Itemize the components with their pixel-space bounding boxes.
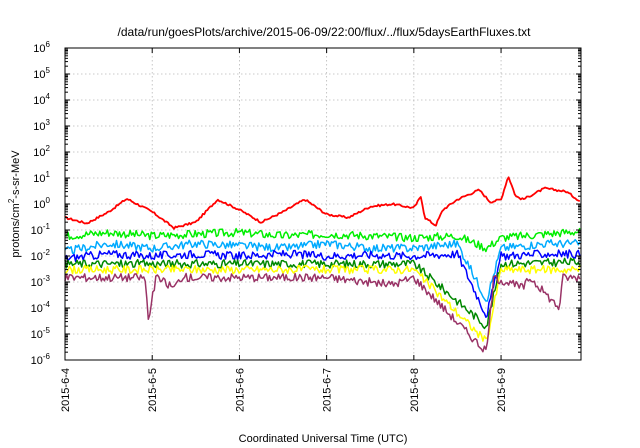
x-tick-labels: 2015-6-4 2015-6-5 2015-6-6 2015-6-7 2015-6-8… [60, 368, 508, 412]
y-tick-exp: 4 [46, 92, 51, 101]
y-tick-base: 10 [31, 225, 43, 237]
y-axis-label: protons/cm2-s-sr-MeV [7, 150, 22, 258]
y-tick-label: 10-5 [31, 326, 51, 341]
y-tick-label: 102 [33, 144, 50, 159]
y-tick-exp: 3 [46, 118, 51, 127]
y-tick-exp: -1 [43, 222, 51, 231]
x-tick-label: 2015-6-4 [60, 368, 72, 412]
y-tick-base: 10 [33, 121, 45, 133]
y-tick-label: 101 [33, 170, 50, 185]
x-tick-label: 2015-6-8 [409, 368, 421, 412]
y-tick-exp: 0 [46, 196, 51, 205]
y-tick-base: 10 [31, 277, 43, 289]
y-tick-label: 10-6 [31, 352, 51, 367]
y-tick-base: 10 [33, 95, 45, 107]
series-line [64, 257, 581, 330]
x-tick-label: 2015-6-7 [322, 368, 334, 412]
y-axis-label-pre: protons/cm [10, 203, 22, 257]
y-tick-label: 10-1 [31, 222, 51, 237]
y-tick-exp: 1 [46, 170, 51, 179]
y-tick-base: 10 [33, 173, 45, 185]
series-line [64, 176, 581, 230]
y-tick-label: 104 [33, 92, 50, 107]
axis-ticks [64, 47, 581, 361]
series-line [64, 264, 581, 342]
y-axis-label-post: -s-sr-MeV [10, 150, 22, 199]
y-tick-base: 10 [33, 147, 45, 159]
y-tick-label: 106 [33, 40, 50, 55]
y-tick-base: 10 [33, 69, 45, 81]
x-axis-label: Coordinated Universal Time (UTC) [239, 433, 408, 445]
y-tick-base: 10 [31, 355, 43, 367]
y-tick-label: 100 [33, 196, 50, 211]
x-tick-label: 2015-6-9 [496, 368, 508, 412]
y-tick-base: 10 [33, 43, 45, 55]
y-tick-base: 10 [31, 303, 43, 315]
series-layer [64, 176, 581, 353]
y-tick-label: 10-4 [31, 300, 51, 315]
y-tick-exp: 6 [46, 40, 51, 49]
y-tick-labels: 10-610-510-410-310-210-11001011021031041… [31, 40, 51, 367]
y-tick-exp: 5 [46, 66, 51, 75]
y-tick-label: 10-3 [31, 274, 51, 289]
y-tick-label: 105 [33, 66, 50, 81]
y-tick-exp: -2 [43, 248, 51, 257]
series-line [64, 249, 581, 318]
chart-title: /data/run/goesPlots/archive/2015-06-09/2… [118, 25, 532, 39]
y-tick-exp: -6 [43, 352, 51, 361]
series-line [64, 272, 581, 353]
y-tick-exp: 2 [46, 144, 51, 153]
y-tick-exp: -4 [43, 300, 51, 309]
x-tick-label: 2015-6-5 [147, 368, 159, 412]
y-tick-exp: -5 [43, 326, 51, 335]
y-tick-base: 10 [31, 329, 43, 341]
y-axis-label-sup: 2 [7, 198, 16, 203]
series-line [64, 238, 581, 302]
grid-lines [65, 48, 581, 360]
y-tick-label: 103 [33, 118, 50, 133]
y-tick-exp: -3 [43, 274, 51, 283]
series-line [64, 227, 581, 253]
y-tick-base: 10 [31, 251, 43, 263]
y-tick-base: 10 [33, 199, 45, 211]
x-tick-label: 2015-6-6 [234, 368, 246, 412]
y-tick-label: 10-2 [31, 248, 51, 263]
